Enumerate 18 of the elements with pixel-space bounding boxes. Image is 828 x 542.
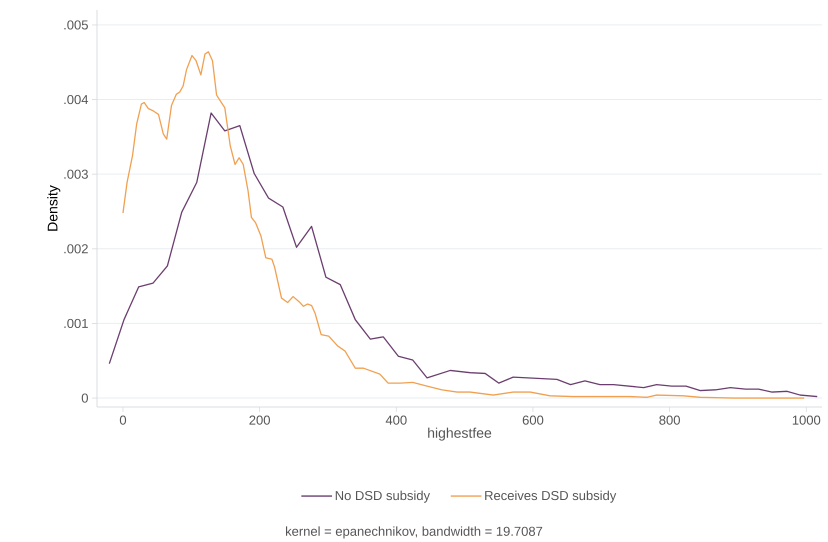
x-tick-label: 400 — [386, 416, 407, 425]
y-axis-title: Density — [47, 185, 60, 231]
legend-label: No DSD subsidy — [336, 490, 430, 503]
x-axis-title: highestfee — [428, 428, 492, 441]
y-tick-label: .002 — [64, 244, 88, 254]
y-tick-label: .003 — [64, 170, 88, 179]
x-tick-label: 200 — [249, 416, 270, 425]
y-tick-label: 0 — [82, 393, 88, 403]
text: kernel = epanechnikov, bandwidth = 19.7087 — [286, 526, 542, 538]
legend-label: Receives DSD subsidy — [485, 490, 616, 503]
x-tick-label: 0 — [120, 416, 126, 425]
x-tick-label: 800 — [659, 416, 680, 425]
line-series — [108, 112, 818, 398]
y-tick-label: .004 — [64, 94, 88, 104]
x-tick-label: 600 — [522, 416, 544, 425]
x-tick-label: 1000 — [792, 416, 820, 425]
y-tick-label: .001 — [64, 318, 88, 328]
y-tick-label: .005 — [64, 20, 88, 30]
